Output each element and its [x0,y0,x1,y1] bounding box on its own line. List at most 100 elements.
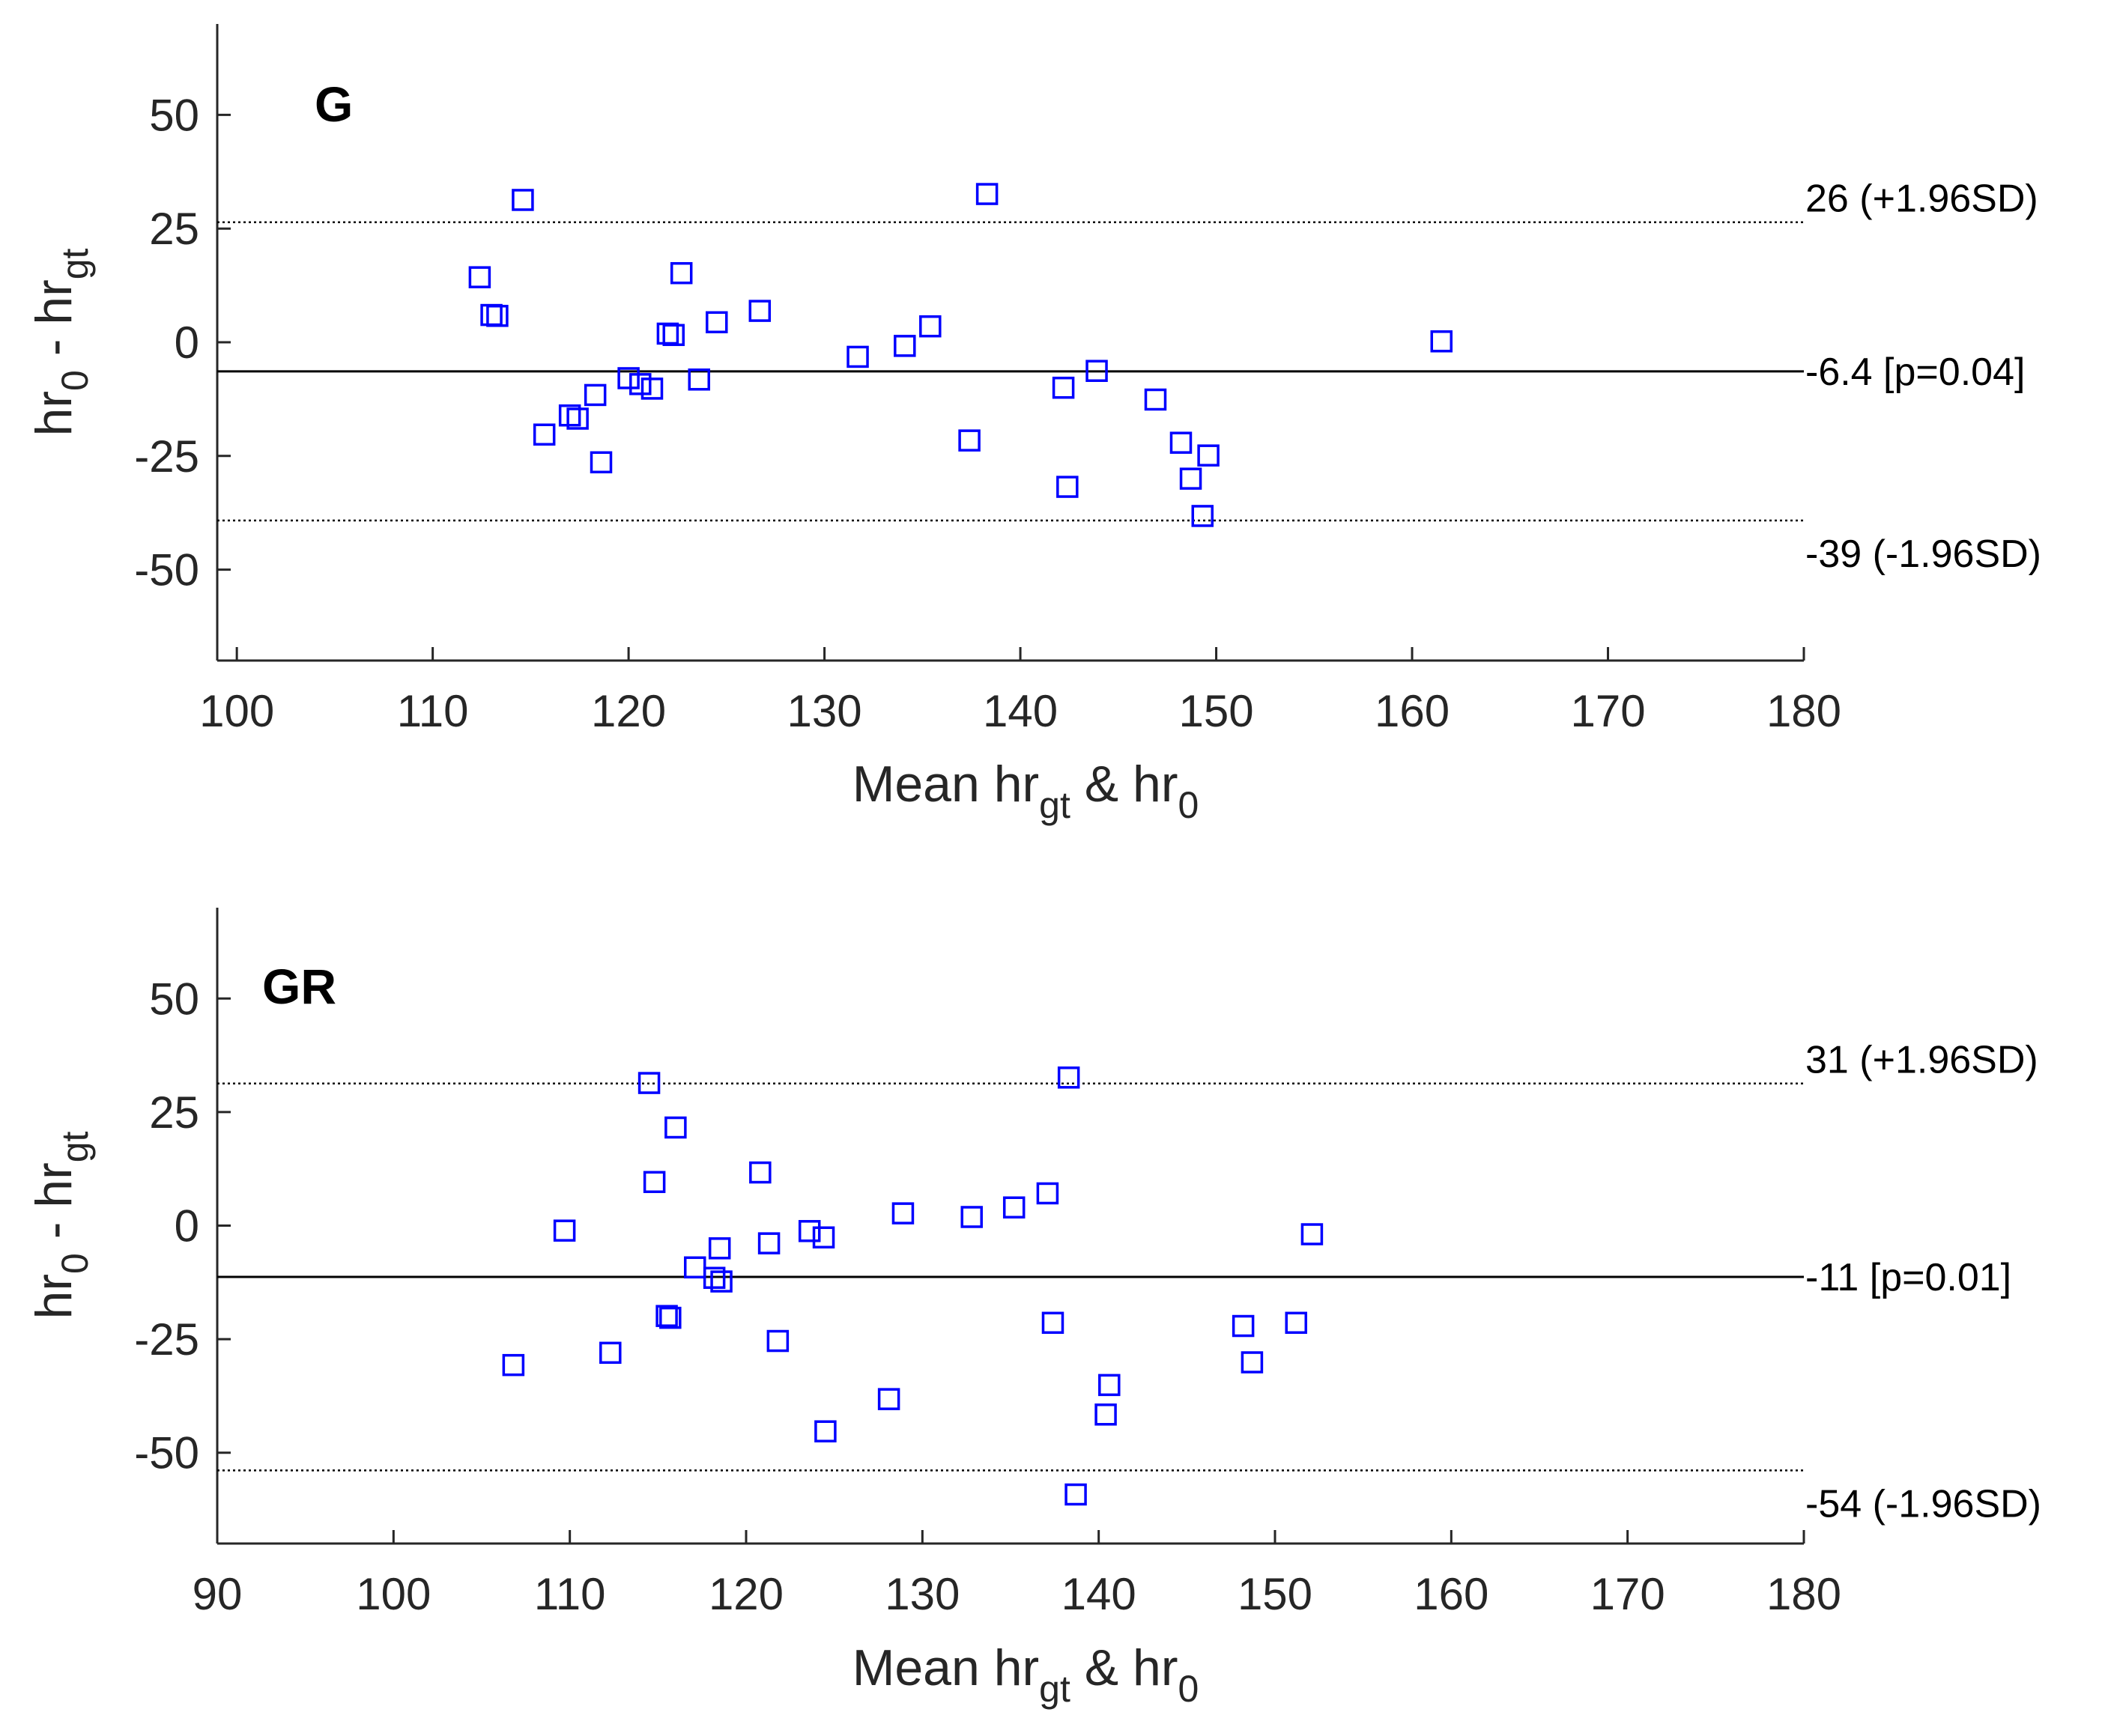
panel-label: G [315,76,353,132]
data-point [480,303,503,327]
upper-loa-label: 26 (+1.96SD) [1805,177,2038,221]
data-point [1232,1314,1255,1338]
data-point [703,1266,726,1289]
x-tick-label: 90 [193,1569,243,1619]
data-point [812,1226,835,1249]
chart-panel-g: 100 110 120 130 140 150 160 170 180 -50 -25 0 25 50 26… [25,24,2041,826]
data-point [749,1161,772,1184]
data-point [958,429,981,452]
data-point [512,189,534,211]
x-tick-label: 100 [356,1569,431,1619]
x-axis-title-sub: gt [1039,1668,1070,1710]
data-point [891,1202,915,1224]
data-point [1057,1066,1080,1089]
data-point [1179,467,1202,490]
y-tick-label: 50 [149,90,199,140]
data-point [599,1341,622,1365]
x-tick-label: 150 [1179,686,1254,736]
x-tick-label: 110 [397,686,469,736]
data-point [877,1388,900,1410]
data-point [553,1219,576,1242]
data-point [1191,505,1214,527]
x-tick-label: 180 [1766,686,1841,736]
x-tick-label: 130 [787,686,862,736]
y-tick-label: -25 [134,431,199,482]
x-axis-title-text: & hr [1070,1639,1178,1696]
data-point [670,261,693,285]
y-axis-title-text: hr [25,1274,82,1319]
data-point [1052,376,1075,399]
x-axis-title-text: Mean hr [852,756,1039,813]
x-tick-label: 110 [534,1569,606,1619]
y-axis-title-text: - hr [25,279,82,370]
data-point [1036,1182,1059,1205]
data-point [1056,476,1079,498]
lower-loa-label: -54 (-1.96SD) [1805,1482,2041,1526]
data-point [533,423,556,446]
mean-bias-label: -11 [p=0.01] [1805,1256,2011,1299]
data-point [640,377,664,400]
data-point [975,183,999,205]
x-tick-label: 120 [709,1569,784,1619]
x-axis-title: Mean hrgt & hr0 [852,756,1199,826]
y-axis-title-sub: 0 [54,1253,96,1274]
data-point [960,1206,983,1228]
y-axis-title-text: hr [25,391,82,436]
y-axis-title-sub: 0 [54,370,96,391]
y-axis-title: hr0 - hrgt [25,248,96,436]
y-tick-label: -50 [134,1428,199,1478]
x-tick-label: 140 [983,686,1058,736]
x-tick-label: 120 [591,686,666,736]
data-point [502,1353,525,1377]
data-point [468,266,491,288]
data-point [664,1116,687,1139]
data-point [655,1305,678,1327]
y-axis-title: hr0 - hrgt [25,1131,96,1319]
data-point [584,383,607,407]
data-point [629,373,652,395]
data-point [1085,359,1108,382]
data-point [798,1220,821,1242]
x-tick-label: 130 [885,1569,960,1619]
y-axis-title-sub: gt [54,248,96,279]
y-tick-label: 25 [149,204,199,254]
data-point [1064,1483,1087,1506]
data-point [659,1306,682,1329]
data-point [1300,1223,1324,1245]
data-point [766,1329,790,1353]
data-point [1144,388,1167,411]
x-tick-label: 100 [199,686,274,736]
data-point [1002,1196,1026,1218]
x-tick-label: 150 [1238,1569,1312,1619]
data-point [643,1171,666,1194]
data-point [1285,1311,1307,1335]
x-axis-title-sub: gt [1039,784,1070,826]
y-tick-label: -25 [134,1314,199,1365]
data-point [919,315,942,338]
data-point [1094,1403,1117,1426]
data-point [688,368,710,391]
x-axis-title-text: Mean hr [852,1639,1039,1696]
x-tick-label: 160 [1375,686,1450,736]
x-tick-label: 140 [1061,1569,1136,1619]
data-point [566,407,589,430]
data-point [590,451,613,474]
data-point [846,345,869,368]
data-point [684,1256,706,1279]
x-axis-title-sub: 0 [1178,1668,1199,1710]
data-point [706,311,728,334]
mean-bias-label: -6.4 [p=0.04] [1805,350,2025,394]
y-tick-label: 0 [175,1201,199,1251]
data-point [1041,1311,1064,1335]
data-point [1241,1351,1264,1374]
data-point [1169,431,1193,454]
data-point [558,404,581,427]
data-point [1197,444,1220,467]
y-axis-title-text: - hr [25,1162,82,1253]
x-tick-label: 160 [1414,1569,1488,1619]
x-tick-label: 180 [1766,1569,1841,1619]
y-tick-label: 50 [149,974,199,1024]
y-tick-label: -50 [134,545,199,595]
x-tick-label: 170 [1570,686,1645,736]
